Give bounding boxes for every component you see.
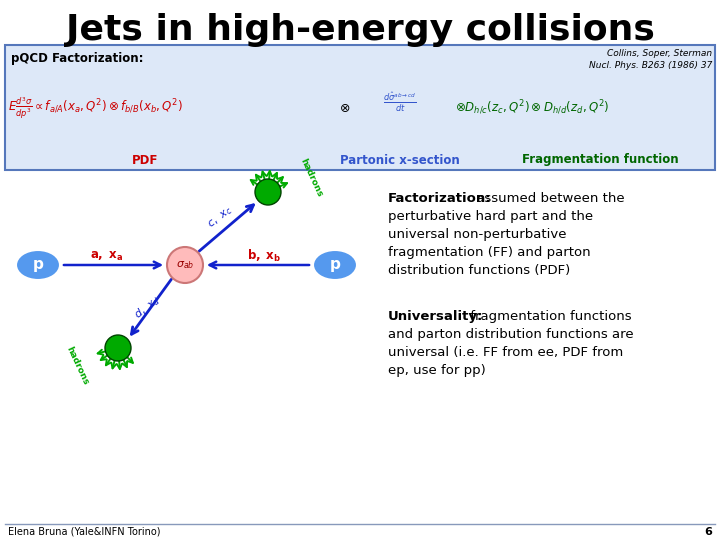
Text: Jets in high-energy collisions: Jets in high-energy collisions (66, 13, 654, 47)
Text: p: p (32, 258, 43, 273)
Circle shape (167, 247, 203, 283)
Text: distribution functions (PDF): distribution functions (PDF) (388, 264, 570, 277)
Text: $\mathbf{b,\ x_b}$: $\mathbf{b,\ x_b}$ (247, 248, 281, 264)
Text: $\mathbf{a,\ x_a}$: $\mathbf{a,\ x_a}$ (91, 249, 124, 262)
Text: $\otimes$: $\otimes$ (339, 102, 351, 114)
Text: ep, use for pp): ep, use for pp) (388, 364, 486, 377)
Text: Fragmentation function: Fragmentation function (522, 153, 678, 166)
Circle shape (255, 179, 281, 205)
Text: 6: 6 (704, 527, 712, 537)
Text: p: p (330, 258, 341, 273)
Text: universal non-perturbative: universal non-perturbative (388, 228, 567, 241)
Ellipse shape (16, 250, 60, 280)
Text: $\frac{d\hat{\sigma}^{ab\rightarrow cd}}{dt}$: $\frac{d\hat{\sigma}^{ab\rightarrow cd}}… (383, 90, 417, 113)
Text: assumed between the: assumed between the (472, 192, 625, 205)
Text: $\otimes D_{h/c}(z_c,Q^2) \otimes D_{h/d}(z_d,Q^2)$: $\otimes D_{h/c}(z_c,Q^2) \otimes D_{h/d… (455, 99, 609, 117)
Circle shape (105, 335, 131, 361)
Text: $c,\ x_c$: $c,\ x_c$ (205, 205, 235, 231)
Text: universal (i.e. FF from ee, PDF from: universal (i.e. FF from ee, PDF from (388, 346, 624, 359)
FancyBboxPatch shape (5, 45, 715, 170)
Text: $d,\ x_d$: $d,\ x_d$ (132, 292, 164, 322)
Text: fragmentation (FF) and parton: fragmentation (FF) and parton (388, 246, 590, 259)
Text: pQCD Factorization:: pQCD Factorization: (11, 52, 143, 65)
Text: $\sigma_{ab}$: $\sigma_{ab}$ (176, 259, 194, 271)
Ellipse shape (313, 250, 357, 280)
Text: hadrons: hadrons (298, 157, 324, 199)
Text: and parton distribution functions are: and parton distribution functions are (388, 328, 634, 341)
Text: PDF: PDF (132, 153, 158, 166)
Text: Elena Bruna (Yale&INFN Torino): Elena Bruna (Yale&INFN Torino) (8, 527, 161, 537)
Text: Collins, Soper, Sterman
Nucl. Phys. B263 (1986) 37: Collins, Soper, Sterman Nucl. Phys. B263… (589, 49, 712, 71)
Text: hadrons: hadrons (64, 345, 90, 387)
Text: $E\frac{d^3\sigma}{dp^3} \propto f_{a/A}(x_a,Q^2) \otimes f_{b/B}(x_b,Q^2)$: $E\frac{d^3\sigma}{dp^3} \propto f_{a/A}… (8, 96, 183, 120)
Text: Partonic x-section: Partonic x-section (340, 153, 460, 166)
Text: fragmentation functions: fragmentation functions (466, 310, 631, 323)
Text: Factorization:: Factorization: (388, 192, 492, 205)
Text: Universality:: Universality: (388, 310, 483, 323)
Text: perturbative hard part and the: perturbative hard part and the (388, 210, 593, 223)
